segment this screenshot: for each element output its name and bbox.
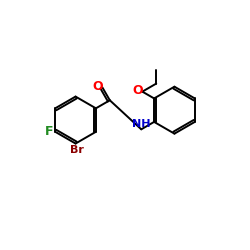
- Text: NH: NH: [132, 119, 150, 129]
- Text: Br: Br: [70, 146, 84, 156]
- Text: O: O: [132, 84, 143, 97]
- Text: F: F: [45, 125, 53, 138]
- Text: O: O: [93, 80, 103, 93]
